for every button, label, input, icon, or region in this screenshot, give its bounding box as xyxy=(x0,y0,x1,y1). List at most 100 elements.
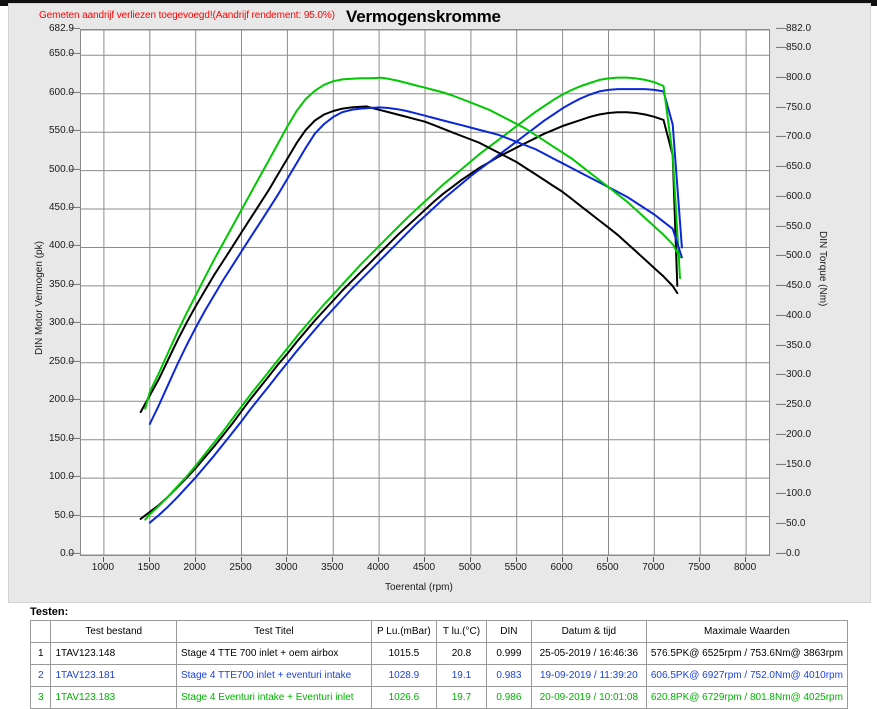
cell-maximale-waarden: 606.5PK@ 6927rpm / 752.0Nm@ 4010rpm xyxy=(645,664,849,687)
curve-1tav123-148-torque xyxy=(139,105,679,414)
right-axis-tick-16: —100.0 xyxy=(776,488,812,500)
x-axis-tick-8: 5000 xyxy=(458,562,481,573)
col-maximale-waarden: Maximale Waarden xyxy=(645,620,849,643)
right-axis-tick-2: —800.0 xyxy=(776,71,812,83)
x-axis-tickmark-1 xyxy=(148,557,150,562)
right-axis-tick-13: —250.0 xyxy=(776,399,812,411)
x-axis-tickmark-3 xyxy=(240,557,242,562)
cell-datum: 19-09-2019 / 11:39:20 xyxy=(530,664,647,687)
right-axis-tick-7: —550.0 xyxy=(776,220,812,232)
x-axis-tick-5: 3500 xyxy=(321,562,344,573)
x-axis-tickmark-2 xyxy=(194,557,196,562)
x-axis-tickmark-6 xyxy=(378,557,380,562)
x-axis-tickmark-5 xyxy=(332,557,334,562)
table-row[interactable]: 1 1TAV123.148 Stage 4 TTE 700 inlet + oem … xyxy=(29,642,849,665)
col-din: DIN xyxy=(486,620,532,643)
cell-t-lu: 19.1 xyxy=(435,664,488,687)
cell-din: 0.983 xyxy=(486,664,532,687)
x-axis-tick-1: 1500 xyxy=(137,562,160,573)
x-axis-tick-14: 8000 xyxy=(733,562,757,573)
left-axis-tick-7: 350.0— xyxy=(48,278,80,290)
x-axis-tick-12: 7000 xyxy=(642,562,665,573)
right-axis-tick-17: —50.0 xyxy=(776,518,806,530)
cell-p-lu: 1028.9 xyxy=(370,664,437,687)
right-axis-tick-5: —650.0 xyxy=(776,161,812,173)
x-axis-tickmark-13 xyxy=(699,557,701,562)
col-p-lu: P Lu.(mBar) xyxy=(370,620,437,643)
cell-test-titel: Stage 4 Eventuri intake + Eventuri inlet xyxy=(175,686,372,709)
curve-1tav123-181-torque xyxy=(148,106,683,425)
cell-test-titel: Stage 4 TTE 700 inlet + oem airbox xyxy=(175,642,372,665)
right-axis-tick-10: —400.0 xyxy=(776,309,812,321)
left-axis-tick-13: 50.0— xyxy=(54,509,80,521)
right-axis-tick-6: —600.0 xyxy=(776,190,812,202)
x-axis-tickmark-0 xyxy=(102,557,104,562)
x-axis-tick-7: 4500 xyxy=(412,562,436,573)
cell-p-lu: 1015.5 xyxy=(370,642,437,665)
cell-t-lu: 19.7 xyxy=(435,686,488,709)
left-axis-tick-5: 450.0— xyxy=(48,202,80,214)
left-axis-tick-6: 400.0— xyxy=(48,240,80,252)
cell-maximale-waarden: 576.5PK@ 6525rpm / 753.6Nm@ 3863rpm xyxy=(645,642,849,665)
drivetrain-loss-banner: Gemeten aandrijf verliezen toegevoegd!(A… xyxy=(39,10,335,21)
curves-canvas xyxy=(81,30,769,555)
table-header-row: Test bestand Test Titel P Lu.(mBar) T lu… xyxy=(29,620,849,643)
left-axis-tick-8: 300.0— xyxy=(48,317,80,329)
tests-table: Test bestand Test Titel P Lu.(mBar) T lu… xyxy=(29,620,849,709)
cell-index: 1 xyxy=(29,642,52,665)
x-axis-tickmark-11 xyxy=(607,557,609,562)
left-axis-tick-12: 100.0— xyxy=(48,471,80,483)
x-axis-tick-13: 7500 xyxy=(688,562,711,573)
x-axis-tickmark-14 xyxy=(745,557,747,562)
right-axis-tick-1: —850.0 xyxy=(776,42,812,54)
col-t-lu: T lu.(°C) xyxy=(435,620,488,643)
curve-1tav123-183-torque xyxy=(144,76,681,410)
cell-test-bestand: 1TAV123.148 xyxy=(50,642,177,665)
tests-caption: Testen: xyxy=(30,606,69,618)
cell-index: 3 xyxy=(29,686,52,709)
cell-datum: 20-09-2019 / 10:01:08 xyxy=(530,686,647,709)
plot-area xyxy=(80,29,770,556)
left-axis-tick-3: 550.0— xyxy=(48,125,80,137)
left-axis-tick-2: 600.0— xyxy=(48,86,80,98)
right-axis-tick-14: —200.0 xyxy=(776,428,812,440)
right-axis-tick-15: —150.0 xyxy=(776,458,812,470)
cell-datum: 25-05-2019 / 16:46:36 xyxy=(530,642,647,665)
right-axis-tick-18: —0.0 xyxy=(776,548,800,559)
x-axis-tick-3: 2500 xyxy=(229,562,252,573)
chart-title: Vermogenskromme xyxy=(346,7,501,26)
col-test-bestand: Test bestand xyxy=(50,620,177,643)
plot-wrapper xyxy=(80,29,770,556)
col-datum: Datum & tijd xyxy=(530,620,647,643)
x-axis-tickmark-12 xyxy=(653,557,655,562)
cell-test-bestand: 1TAV123.183 xyxy=(50,686,177,709)
x-axis-tick-10: 6000 xyxy=(550,562,573,573)
x-axis-tickmark-9 xyxy=(515,557,517,562)
x-axis-tick-11: 6500 xyxy=(596,562,619,573)
left-axis-tick-10: 200.0— xyxy=(48,394,80,406)
cell-test-bestand: 1TAV123.181 xyxy=(50,664,177,687)
x-axis-tickmark-4 xyxy=(286,557,288,562)
cell-index: 2 xyxy=(29,664,52,687)
left-axis-tick-4: 500.0— xyxy=(48,163,80,175)
x-axis-tick-9: 5500 xyxy=(504,562,527,573)
table-row[interactable]: 2 1TAV123.181 Stage 4 TTE700 inlet + event… xyxy=(29,664,849,687)
left-axis-tick-14: 0.0— xyxy=(60,548,80,559)
table-row[interactable]: 3 1TAV123.183 Stage 4 Eventuri intake + Ev… xyxy=(29,686,849,709)
curve-1tav123-181-power xyxy=(148,88,683,524)
left-axis-tick-11: 150.0— xyxy=(48,432,80,444)
x-axis-tickmark-7 xyxy=(424,557,425,562)
right-axis-tick-0: —882.0 xyxy=(776,23,812,34)
col-test-titel: Test Titel xyxy=(175,620,372,643)
right-axis-title: DIN Torque (Nm) xyxy=(817,230,828,306)
left-axis-tick-9: 250.0— xyxy=(48,355,80,367)
cell-maximale-waarden: 620.8PK@ 6729rpm / 801.8Nm@ 4025rpm xyxy=(645,686,849,709)
right-axis-tick-12: —300.0 xyxy=(776,369,812,381)
x-axis-tick-4: 3000 xyxy=(275,562,298,573)
x-axis-title: Toerental (rpm) xyxy=(385,582,453,593)
right-axis-tick-4: —700.0 xyxy=(776,131,812,143)
right-axis-tick-3: —750.0 xyxy=(776,101,812,113)
curve-1tav123-183-power xyxy=(144,76,681,521)
x-axis-tick-0: 1000 xyxy=(91,562,115,573)
right-axis-tick-8: —500.0 xyxy=(776,250,812,262)
